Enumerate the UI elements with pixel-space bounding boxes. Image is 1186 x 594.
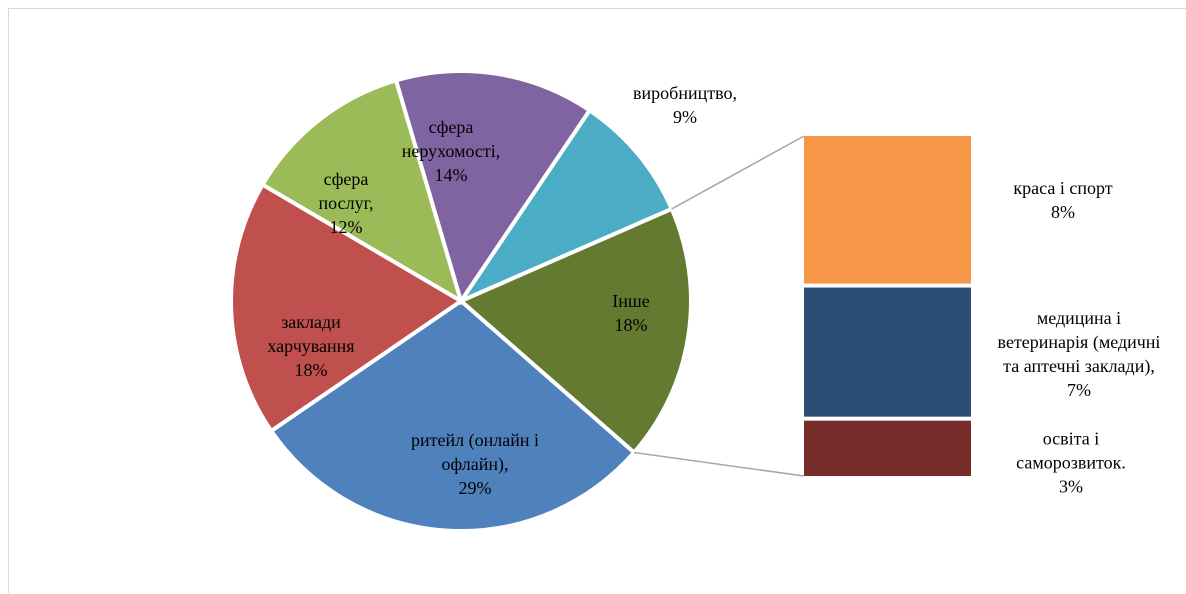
bar-label-освіта-і: освіта і саморозвиток. 3% <box>1016 428 1126 496</box>
pie <box>229 69 693 533</box>
bar-segment-медицина-і <box>804 287 971 417</box>
connector-line-top <box>671 135 805 210</box>
slice-label-виробництво: виробництво, 9% <box>633 83 737 127</box>
pie-slice-ритейл-онлайн-і <box>268 298 637 533</box>
slice-label-заклади: заклади харчування 18% <box>267 312 354 380</box>
secondary-bar <box>804 136 971 476</box>
pie-slice-інше <box>457 206 693 456</box>
chart-area: виробництво, 9% Інше 18% ритейл (онлайн і офл… <box>8 8 1186 593</box>
bar-segment-краса-і-спорт <box>804 136 971 284</box>
bar-segment-освіта-і <box>804 420 971 476</box>
pie-slice-заклади <box>229 181 465 434</box>
data-labels: виробництво, 9% Інше 18% ритейл (онлайн і офл… <box>267 83 1160 498</box>
slice-label-сфера: сфера нерухомості, 14% <box>402 117 501 185</box>
connector-lines <box>633 135 805 477</box>
connector-line-bottom <box>633 451 805 477</box>
slice-label-інше: Інше 18% <box>612 291 649 335</box>
slice-label-сфера: сфера послуг, 12% <box>319 169 374 237</box>
bar-label-краса-і-спорт: краса і спорт 8% <box>1013 178 1112 222</box>
pie-slice-виробництво <box>455 107 675 306</box>
bar-label-медицина-і: медицина і ветеринарія (медичні та аптечні… <box>998 308 1161 400</box>
pie-slice-сфера <box>393 69 593 306</box>
bar-of-pie-chart: виробництво, 9% Інше 18% ритейл (онлайн і офл… <box>229 69 1160 533</box>
slice-label-ритейл-онлайн-і: ритейл (онлайн і офлайн), 29% <box>411 430 539 498</box>
